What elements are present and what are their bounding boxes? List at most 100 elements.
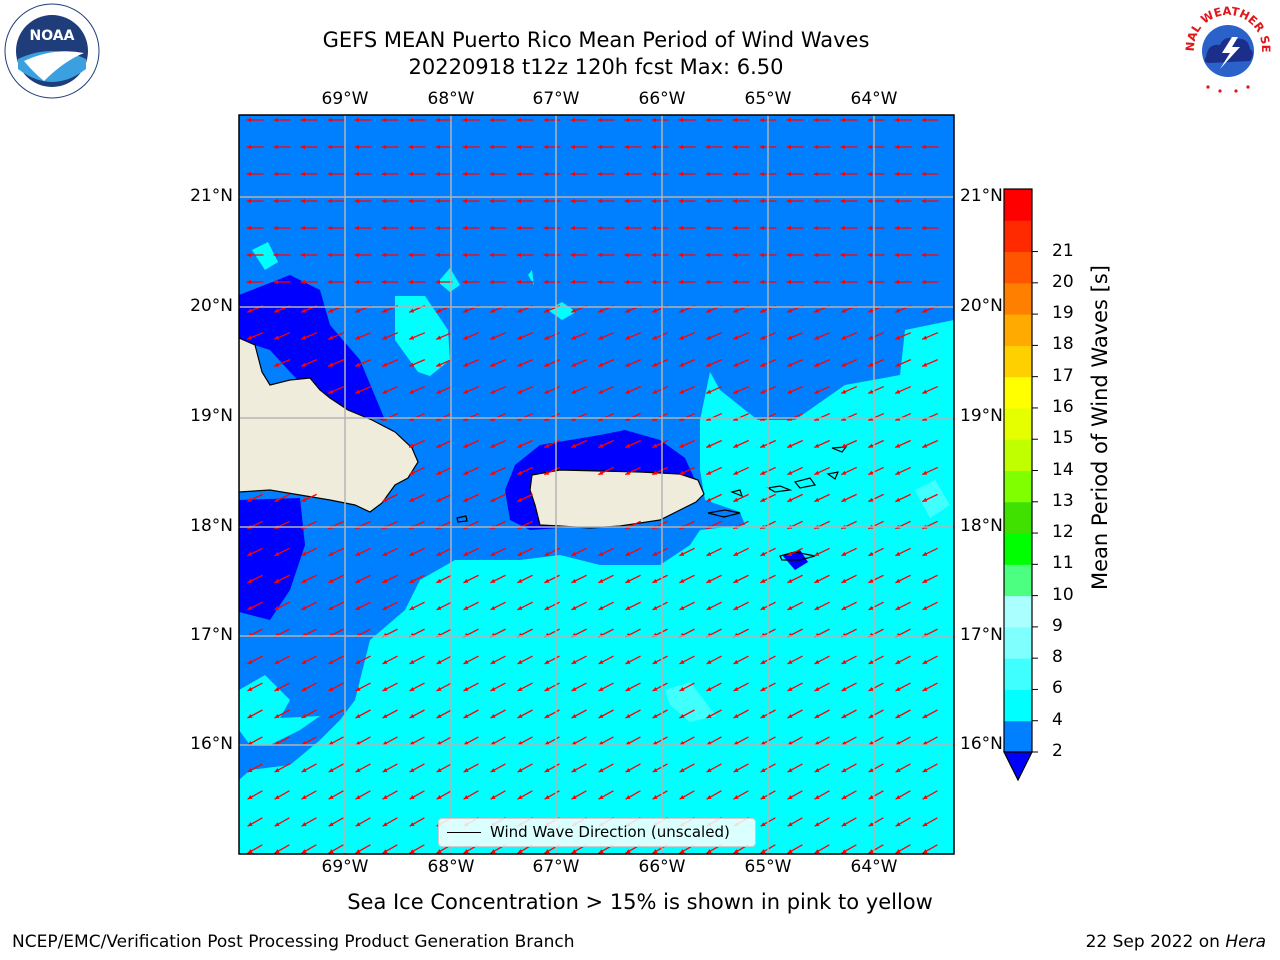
- wind-wave-arrowhead: [598, 551, 604, 556]
- wind-wave-arrowhead: [355, 551, 361, 556]
- wind-wave-arrowhead: [894, 144, 900, 150]
- wind-wave-arrowhead: [489, 117, 495, 123]
- legend-label: Wind Wave Direction (unscaled): [490, 823, 730, 841]
- wind-wave-arrowhead: [570, 117, 576, 123]
- wind-wave-arrowhead: [922, 605, 928, 610]
- wind-wave-arrowhead: [301, 795, 307, 800]
- wind-wave-arrowhead: [787, 713, 793, 719]
- wind-wave-arrowhead: [814, 497, 820, 502]
- wind-wave-arrowhead: [544, 713, 550, 719]
- wind-wave-arrowhead: [300, 198, 306, 204]
- colorbar-segment: [1004, 345, 1032, 378]
- wind-wave-arrowhead: [517, 443, 523, 448]
- wind-wave-arrowhead: [678, 252, 684, 258]
- wind-wave-arrowhead: [840, 144, 846, 150]
- wind-wave-arrowhead: [868, 686, 874, 691]
- wind-wave-arrowhead: [274, 822, 280, 827]
- wind-wave-arrowhead: [490, 578, 496, 583]
- colorbar-segment: [1004, 501, 1032, 534]
- wind-wave-arrowhead: [435, 144, 441, 150]
- wind-wave-arrowhead: [679, 849, 685, 854]
- wind-wave-arrowhead: [652, 335, 658, 340]
- wind-wave-arrowhead: [382, 768, 388, 773]
- wind-wave-arrowhead: [760, 443, 766, 448]
- wind-wave-arrowhead: [651, 198, 657, 204]
- wind-wave-arrowhead: [328, 362, 334, 367]
- wind-wave-arrowhead: [651, 117, 657, 123]
- wind-wave-arrowhead: [274, 659, 280, 664]
- wind-wave-arrowhead: [328, 335, 334, 340]
- wind-wave-arrowhead: [787, 335, 793, 340]
- lat-label: 19°N: [960, 406, 1003, 426]
- wind-wave-arrowhead: [705, 225, 711, 231]
- wind-wave-arrowhead: [408, 279, 414, 285]
- wind-wave-arrowhead: [598, 362, 604, 367]
- wind-wave-arrowhead: [382, 605, 388, 610]
- wind-wave-arrowhead: [246, 117, 252, 123]
- wind-wave-arrowhead: [760, 713, 766, 719]
- wind-wave-arrowhead: [679, 443, 685, 448]
- wind-wave-arrowhead: [435, 198, 441, 204]
- wind-wave-arrowhead: [868, 443, 874, 448]
- wind-wave-arrowhead: [598, 389, 604, 394]
- wind-wave-arrowhead: [868, 362, 874, 367]
- wind-wave-arrowhead: [624, 144, 630, 150]
- wind-wave-arrowhead: [543, 171, 549, 177]
- wind-wave-arrowhead: [759, 144, 765, 150]
- wind-wave-arrowhead: [841, 362, 847, 367]
- wind-wave-arrowhead: [570, 225, 576, 231]
- wind-wave-arrowhead: [786, 144, 792, 150]
- wind-wave-arrowhead: [517, 335, 523, 340]
- wind-wave-arrowhead: [867, 171, 873, 177]
- wind-wave-arrowhead: [301, 605, 307, 610]
- lat-label: 18°N: [960, 516, 1003, 536]
- wind-wave-arrowhead: [652, 389, 658, 394]
- wind-wave-arrowhead: [895, 308, 901, 313]
- wind-wave-arrowhead: [922, 389, 928, 394]
- wind-wave-arrowhead: [841, 443, 847, 448]
- colorbar-segment: [1004, 282, 1032, 315]
- wind-wave-arrowhead: [463, 740, 469, 746]
- wind-wave-arrowhead: [841, 849, 847, 854]
- wind-wave-arrowhead: [463, 686, 469, 691]
- wind-wave-arrowhead: [733, 795, 739, 800]
- wind-wave-arrowhead: [247, 768, 253, 773]
- wind-wave-arrowhead: [355, 578, 361, 583]
- wind-wave-arrowhead: [571, 713, 577, 719]
- wind-wave-arrowhead: [733, 659, 739, 664]
- wind-wave-arrowhead: [517, 849, 523, 854]
- colorbar-tick-label: 13: [1052, 490, 1074, 511]
- wind-wave-arrowhead: [598, 849, 604, 854]
- wind-wave-arrowhead: [840, 117, 846, 123]
- wind-wave-arrowhead: [759, 225, 765, 231]
- wind-wave-arrowhead: [382, 362, 388, 367]
- wind-wave-arrowhead: [517, 686, 523, 691]
- wind-wave-arrowhead: [490, 686, 496, 691]
- wind-wave-arrowhead: [247, 849, 253, 854]
- wind-wave-arrowhead: [435, 252, 441, 258]
- wind-wave-arrowhead: [436, 470, 442, 475]
- wind-wave-arrowhead: [489, 144, 495, 150]
- wind-wave-arrowhead: [868, 768, 874, 773]
- wind-wave-arrowhead: [543, 117, 549, 123]
- wind-wave-arrowhead: [436, 849, 442, 854]
- colorbar: [1004, 189, 1038, 753]
- wind-wave-arrowhead: [382, 659, 388, 664]
- wind-wave-arrowhead: [813, 117, 819, 123]
- wind-wave-arrowhead: [678, 198, 684, 204]
- wind-wave-arrowhead: [463, 849, 469, 854]
- wind-wave-arrowhead: [274, 308, 280, 313]
- wind-wave-arrowhead: [651, 279, 657, 285]
- wind-wave-arrowhead: [760, 308, 766, 313]
- wind-wave-arrowhead: [409, 686, 415, 691]
- wind-wave-arrowhead: [409, 795, 415, 800]
- wind-wave-arrowhead: [409, 497, 415, 502]
- graticule: [239, 115, 954, 854]
- wind-wave-arrowhead: [462, 225, 468, 231]
- wind-wave-arrowhead: [868, 713, 874, 719]
- wave-period-6-8-patch: [665, 682, 716, 722]
- wind-wave-arrowhead: [733, 335, 739, 340]
- wind-wave-arrowhead: [706, 389, 712, 394]
- wave-period-4-6-west: [239, 675, 320, 745]
- wind-wave-arrowhead: [409, 605, 415, 610]
